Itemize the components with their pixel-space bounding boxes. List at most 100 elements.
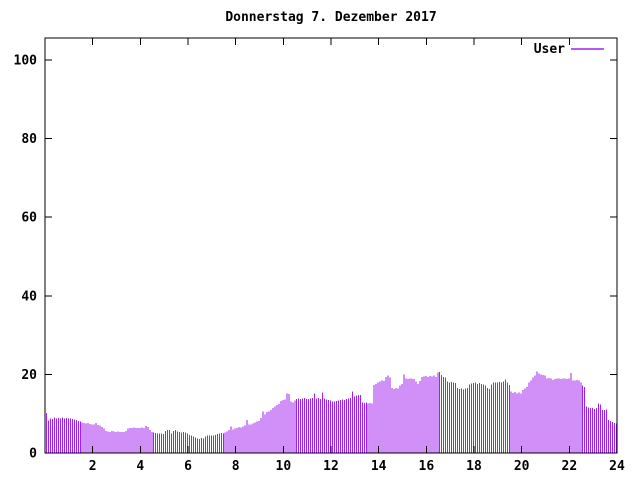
bar <box>556 378 558 453</box>
bar <box>165 430 167 453</box>
bar <box>419 381 421 453</box>
bar <box>552 379 554 453</box>
bar <box>399 385 401 453</box>
y-tick-label: 100 <box>14 54 38 69</box>
bar <box>333 401 335 453</box>
bar <box>57 418 59 453</box>
bar <box>377 382 379 453</box>
bar <box>236 427 238 453</box>
bar <box>449 382 451 453</box>
bar <box>353 396 355 453</box>
bar <box>335 401 337 453</box>
bar <box>316 398 318 453</box>
bar <box>61 417 63 453</box>
bar <box>592 407 594 453</box>
bar <box>171 433 173 453</box>
bar <box>590 408 592 453</box>
bar <box>252 423 254 453</box>
bar <box>375 383 377 453</box>
bar <box>183 432 185 453</box>
bar <box>212 435 214 453</box>
bar <box>111 430 113 453</box>
bar <box>369 403 371 453</box>
bar <box>339 399 341 453</box>
bar <box>240 427 242 453</box>
bar <box>349 397 351 453</box>
bar <box>175 430 177 453</box>
bar <box>451 381 453 453</box>
bars-group <box>45 371 617 454</box>
bar <box>512 392 514 453</box>
bar <box>445 377 447 453</box>
bar <box>566 379 568 453</box>
bar <box>570 373 572 453</box>
bar <box>99 425 101 453</box>
bar <box>304 397 306 453</box>
bar <box>361 402 363 453</box>
bar <box>443 376 445 453</box>
bar <box>500 382 502 453</box>
bar <box>87 423 89 453</box>
bar <box>220 432 222 453</box>
bar <box>439 372 441 453</box>
bar <box>244 425 246 453</box>
y-tick-label: 80 <box>21 132 37 147</box>
bar <box>55 418 57 453</box>
bar <box>169 430 171 453</box>
x-tick-label: 10 <box>276 459 292 474</box>
bar <box>192 436 194 453</box>
bar <box>167 429 169 453</box>
bar <box>417 384 419 453</box>
bar <box>465 388 467 453</box>
bar <box>496 382 498 453</box>
bar <box>357 394 359 453</box>
bar <box>69 418 71 453</box>
bar <box>540 374 542 453</box>
bar <box>596 407 598 453</box>
bar <box>528 382 530 453</box>
bar <box>290 401 292 453</box>
bar <box>268 411 270 453</box>
bar <box>282 399 284 453</box>
bar <box>127 428 129 453</box>
bar <box>226 431 228 453</box>
bar <box>187 433 188 453</box>
bar <box>614 423 616 453</box>
bar <box>480 384 482 453</box>
bar <box>580 382 582 453</box>
bar <box>81 422 83 453</box>
bar <box>230 426 232 453</box>
bar <box>411 378 413 453</box>
bar <box>461 388 463 453</box>
bar <box>482 384 484 453</box>
bar <box>506 382 508 453</box>
bar <box>520 393 522 453</box>
y-tick-label: 0 <box>29 447 37 462</box>
bar <box>151 432 153 453</box>
bar <box>49 418 51 453</box>
bar <box>345 398 347 453</box>
x-tick-label: 20 <box>514 459 530 474</box>
bar <box>544 375 546 453</box>
bar <box>181 432 183 453</box>
bar <box>381 380 383 453</box>
bar <box>272 407 274 453</box>
bar <box>365 402 367 453</box>
bar <box>135 427 137 453</box>
bar <box>256 421 258 453</box>
bar <box>302 398 304 453</box>
x-tick-label: 4 <box>136 459 144 474</box>
bar <box>341 399 343 453</box>
bar <box>401 383 403 453</box>
bar <box>306 398 308 453</box>
bar <box>296 399 298 453</box>
bar <box>560 379 562 453</box>
bar <box>330 400 331 453</box>
bar <box>224 432 226 453</box>
bar <box>431 376 433 453</box>
bar <box>147 427 149 453</box>
bar <box>538 373 540 453</box>
bar <box>612 421 614 453</box>
